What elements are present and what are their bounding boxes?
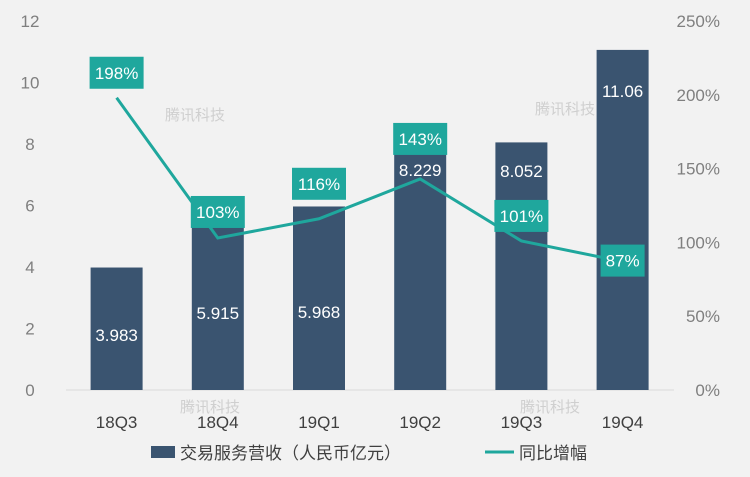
growth-value-label: 198% [95, 64, 138, 83]
right-axis: 0% 50% 100% 150% 200% 250% [677, 12, 720, 400]
bar-value-label: 8.052 [500, 162, 543, 181]
growth-value-label: 143% [398, 130, 441, 149]
watermark-text: 腾讯科技 [535, 100, 595, 118]
bar-19Q4 [596, 49, 649, 390]
category-label: 19Q4 [602, 413, 644, 432]
right-tick-label: 0% [695, 381, 720, 400]
bar-value-label: 3.983 [95, 326, 138, 345]
growth-label-box [494, 199, 549, 232]
category-label: 19Q1 [298, 413, 340, 432]
growth-label-box [89, 56, 144, 89]
legend-label-bar: 交易服务营收（人民币亿元） [180, 444, 401, 464]
bar-value-label: 5.968 [298, 303, 341, 322]
left-tick-label: 10 [21, 74, 40, 93]
legend-label-line: 同比增幅 [519, 444, 587, 464]
category-label: 19Q3 [501, 413, 543, 432]
left-axis: 0 2 4 6 8 10 12 [21, 12, 40, 400]
category-label: 18Q3 [96, 413, 138, 432]
legend-swatch-bar [151, 446, 175, 458]
category-label: 19Q2 [399, 413, 441, 432]
left-tick-label: 0 [25, 381, 34, 400]
bar-value-label: 11.06 [602, 82, 643, 101]
x-axis-labels: 18Q3 18Q4 19Q1 19Q2 19Q3 19Q4 [96, 413, 644, 432]
left-tick-label: 12 [21, 12, 40, 31]
right-tick-label: 200% [677, 86, 720, 105]
growth-label-box [190, 195, 245, 228]
watermark-text: 腾讯科技 [180, 398, 240, 416]
legend: 交易服务营收（人民币亿元） 同比增幅 [151, 444, 587, 464]
growth-value-label: 101% [500, 207, 543, 226]
left-tick-label: 4 [25, 258, 34, 277]
left-tick-label: 8 [25, 135, 34, 154]
left-tick-label: 6 [25, 197, 34, 216]
bar-19Q1 [293, 206, 345, 390]
watermark-text: 腾讯科技 [520, 398, 580, 416]
growth-label-box [393, 122, 448, 155]
growth-value-label: 116% [298, 175, 340, 194]
bar-19Q3 [495, 142, 548, 390]
left-tick-label: 2 [25, 320, 34, 339]
line-series: 198% 103% 116% 143% 101% 87% [89, 56, 645, 277]
growth-label-box [600, 244, 645, 277]
watermark-text: 腾讯科技 [165, 106, 225, 124]
right-tick-label: 50% [686, 307, 720, 326]
category-label: 18Q4 [197, 413, 239, 432]
bar-18Q3 [90, 267, 143, 390]
growth-value-label: 103% [196, 203, 239, 222]
bar-series: 3.983 5.915 5.968 8.229 8.052 11.06 [90, 49, 649, 390]
growth-value-label: 87% [606, 252, 640, 271]
growth-label-box [292, 167, 346, 200]
bar-value-label: 5.915 [197, 304, 240, 323]
bar-value-label: 8.229 [399, 161, 442, 180]
right-tick-label: 150% [677, 160, 720, 179]
right-tick-label: 100% [677, 233, 720, 252]
right-tick-label: 250% [677, 12, 720, 31]
